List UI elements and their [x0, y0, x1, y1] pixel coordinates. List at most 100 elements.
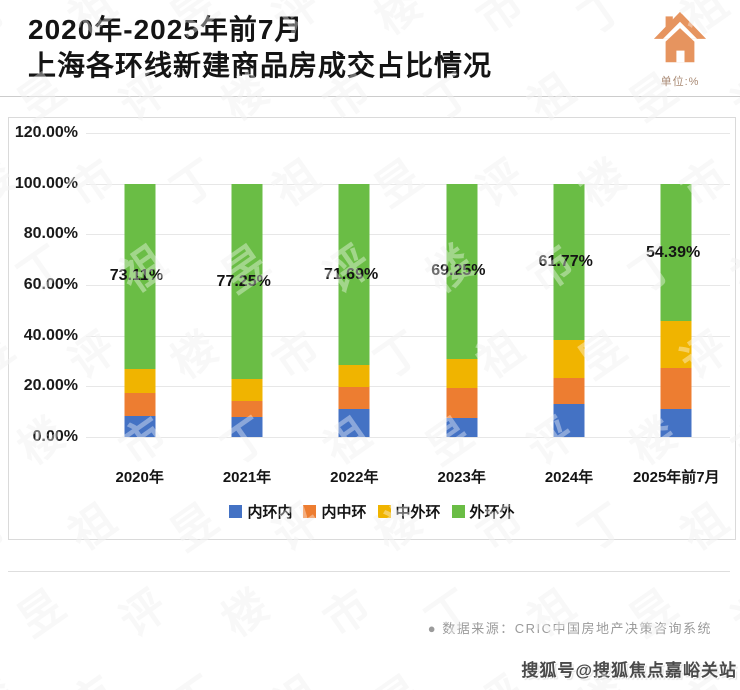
legend-label: 外环外: [469, 504, 515, 521]
header-divider: [0, 96, 740, 97]
bar-segment-内环内: [124, 415, 156, 437]
stacked-bar: [124, 183, 156, 437]
y-axis-tick-label: 100.00%: [14, 174, 78, 192]
bar-column: 61.77%: [515, 133, 622, 437]
watermark-char: 丁: [156, 657, 229, 690]
plot-area: 0.00% 20.00% 40.00% 60.00% 80.00% 100.00% 120.…: [15, 124, 730, 486]
bar-segment-中外环: [553, 340, 585, 378]
watermark-char: 昱: [3, 571, 76, 649]
bar-value-label: 69.25%: [431, 262, 486, 280]
watermark-char: 昱: [9, 580, 74, 647]
bar-segment-内中环: [338, 387, 370, 410]
bar-value-label: 71.69%: [323, 265, 379, 283]
bar-segment-外环外: [124, 183, 156, 369]
legend-label: 内中环: [321, 504, 367, 521]
bar-value-label: 73.11%: [109, 267, 164, 285]
gridline: [86, 133, 730, 134]
y-axis-tick-label: 40.00%: [23, 326, 78, 344]
house-icon: [653, 11, 707, 70]
x-axis-label: 2024年: [544, 469, 594, 486]
watermark-char: 丁: [564, 0, 637, 47]
bar-segment-内中环: [553, 377, 585, 405]
bar-column: 69.25%: [408, 133, 515, 437]
legend-swatch-icon: [377, 505, 391, 518]
x-axis-label: 2023年: [437, 469, 486, 486]
bar-segment-外环外: [446, 183, 478, 360]
x-axis-label: 2025年前7月: [632, 469, 720, 486]
watermark-char: 丁: [417, 580, 482, 647]
legend-swatch-icon: [303, 505, 317, 518]
legend-label: 内环内: [247, 504, 293, 521]
stacked-bar: [446, 183, 478, 437]
watermark-char: 昱: [360, 657, 433, 690]
legend-item: 外环外: [451, 501, 515, 522]
watermark-char: 丁: [411, 571, 484, 649]
watermark-char: 昱: [615, 571, 688, 649]
gridline: [86, 285, 730, 286]
bar-segment-外环外: [660, 183, 692, 322]
bar-segment-内环内: [553, 404, 585, 437]
watermark-char: 昱: [360, 657, 433, 690]
x-axis-label: 2022年: [330, 469, 379, 486]
legend-item: 内中环: [303, 501, 367, 522]
watermark-char: 评: [717, 571, 740, 649]
watermark-char: 市: [54, 657, 127, 690]
stacked-bar: [553, 183, 585, 437]
watermark-char: 楼: [207, 571, 280, 649]
bar-segment-中外环: [231, 379, 263, 401]
watermark-char: 评: [111, 580, 176, 647]
gridline: [86, 183, 730, 185]
bar-column: 71.69%: [301, 133, 408, 437]
watermark-char: 评: [105, 571, 178, 649]
legend-item: 内环内: [229, 501, 292, 522]
legend-swatch-icon: [451, 505, 465, 518]
page-title-line1: 2020年-2025年前7月: [28, 14, 304, 45]
gridline: [86, 386, 730, 388]
bar-segment-中外环: [446, 359, 478, 388]
gridline: [86, 335, 730, 337]
sohu-account-badge: 搜狐号@搜狐焦点嘉峪关站: [521, 661, 737, 680]
x-axis-label: 2021年: [222, 469, 272, 486]
stacked-bar: [338, 183, 370, 437]
y-axis-tick-label: 120.00%: [14, 124, 78, 141]
bar-column: 54.39%: [623, 133, 730, 437]
bar-segment-外环外: [553, 183, 585, 341]
bar-segment-内中环: [660, 367, 692, 409]
bar-segment-内中环: [231, 400, 263, 418]
y-axis-tick-label: 60.00%: [23, 276, 78, 293]
footer-divider: [8, 571, 730, 572]
bar-segment-内中环: [124, 392, 156, 416]
unit-label: 单位:%: [660, 76, 700, 88]
watermark-char: 祖: [513, 571, 586, 649]
page-title: 2020年-2025年前7月 上海各环线新建商品房成交占比情况: [28, 12, 492, 84]
bar-segment-内环内: [446, 418, 478, 437]
watermark-char: 楼: [0, 657, 24, 690]
data-source-note: ● 数据来源：CRIC中国房地产决策咨询系统: [427, 621, 712, 636]
watermark-char: 祖: [258, 657, 331, 690]
watermark-char: 祖: [519, 580, 584, 647]
y-axis-tick-label: 80.00%: [23, 225, 78, 243]
bar-segment-外环外: [231, 183, 263, 380]
watermark-char: 丁: [0, 0, 24, 47]
gridline: [86, 437, 730, 438]
stacked-bar: [231, 183, 263, 437]
legend-item: 中外环: [377, 501, 441, 522]
bar-column: 77.25%: [193, 133, 300, 437]
watermark-char: 楼: [213, 580, 278, 647]
unit-block: 单位:%: [648, 10, 712, 89]
legend-label: 中外环: [395, 504, 441, 521]
watermark-char: 市: [54, 657, 127, 690]
watermark-char: 市: [315, 580, 380, 647]
bar-segment-内中环: [446, 387, 478, 419]
x-axis-label: 2020年: [115, 469, 164, 486]
bar-segment-内环内: [231, 417, 263, 437]
bar-segment-中外环: [338, 365, 370, 388]
bar-segment-外环外: [338, 183, 370, 366]
watermark-char: 丁: [0, 0, 23, 45]
bar-segment-中外环: [124, 368, 156, 393]
watermark-char: 楼: [0, 657, 24, 690]
bar-value-label: 54.39%: [645, 243, 701, 261]
chart-legend: 内环内 内中环 中外环 外环外: [9, 501, 735, 522]
stacked-bar: [660, 183, 692, 437]
